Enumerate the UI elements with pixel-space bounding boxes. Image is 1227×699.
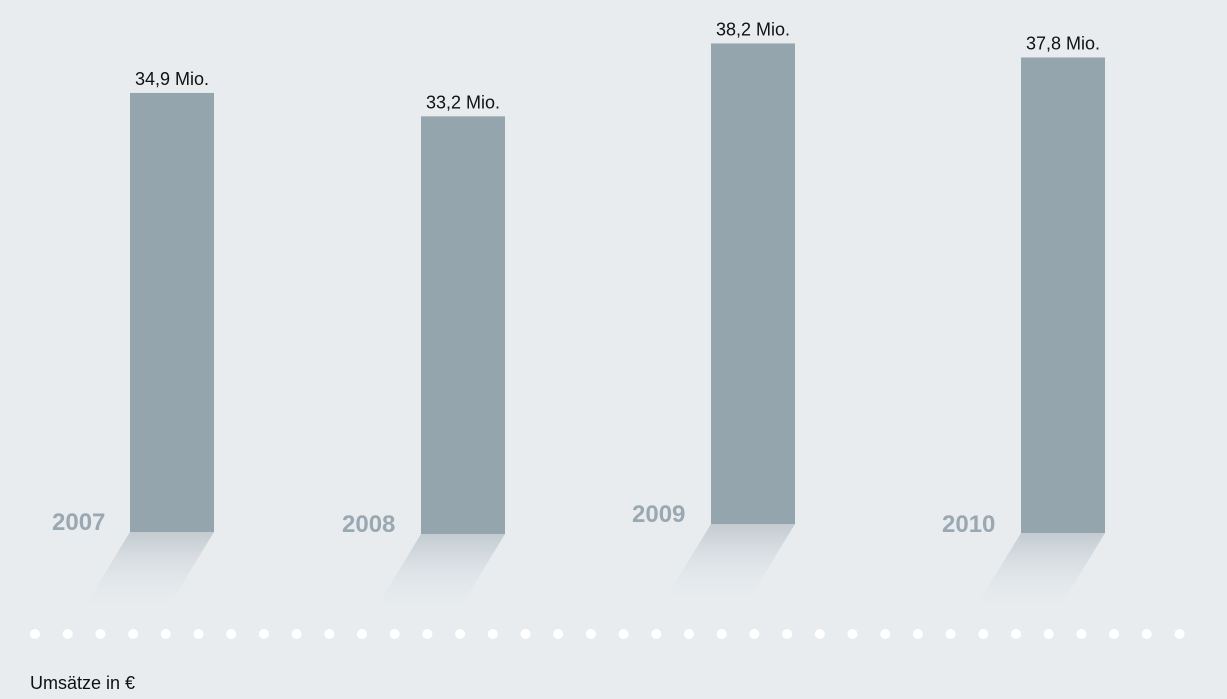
- baseline-dot: [389, 629, 400, 639]
- baseline-dot: [455, 629, 466, 639]
- value-label-2009: 38,2 Mio.: [716, 19, 790, 39]
- baseline-dot: [814, 629, 825, 639]
- bar-2010: [1021, 57, 1105, 533]
- baseline-dot: [291, 629, 302, 639]
- category-label-2007: 2007: [52, 509, 105, 536]
- baseline-dot: [226, 629, 237, 639]
- baseline-dot: [880, 629, 891, 639]
- baseline-dot: [520, 629, 531, 639]
- category-label-2009: 2009: [632, 501, 685, 528]
- bar-shadow-2008: [371, 534, 505, 616]
- baseline-dot: [585, 629, 596, 639]
- bar-shadow-2009: [661, 524, 795, 606]
- value-label-2007: 34,9 Mio.: [135, 69, 209, 89]
- baseline-dot: [160, 629, 171, 639]
- value-labels: 34,9 Mio. 33,2 Mio. 38,2 Mio. 37,8 Mio.: [135, 19, 1100, 112]
- bar-shadow-2007: [80, 532, 214, 614]
- category-label-2008: 2008: [342, 511, 395, 538]
- baseline-dot: [422, 629, 433, 639]
- bar-2008: [421, 116, 505, 535]
- baseline-dot: [618, 629, 629, 639]
- dotted-baseline: [30, 629, 1185, 639]
- baseline-dot: [1109, 629, 1120, 639]
- bars: [130, 43, 1105, 535]
- baseline-dot: [553, 629, 564, 639]
- baseline-dot: [128, 629, 139, 639]
- baseline-dot: [782, 629, 793, 639]
- bar-2007: [130, 92, 214, 532]
- baseline-dot: [1174, 629, 1185, 639]
- baseline-dot: [651, 629, 662, 639]
- baseline-dot: [684, 629, 694, 639]
- baseline-dot: [357, 629, 367, 639]
- value-label-2010: 37,8 Mio.: [1026, 33, 1100, 53]
- baseline-dot: [749, 629, 760, 639]
- bar-shadow-2010: [971, 533, 1105, 615]
- year-labels: 2007 2008 2009 2010: [52, 501, 995, 538]
- baseline-dot: [193, 629, 204, 639]
- baseline-dot: [716, 629, 727, 639]
- baseline-dot: [1076, 629, 1087, 639]
- baseline-dot: [1141, 629, 1152, 639]
- baseline-dot: [258, 629, 269, 639]
- baseline-dot: [324, 629, 335, 639]
- chart-caption: Umsätze in €: [30, 673, 136, 693]
- baseline-dot: [1011, 629, 1021, 639]
- baseline-dot: [62, 629, 73, 639]
- baseline-dot: [945, 629, 956, 639]
- category-label-2010: 2010: [942, 511, 995, 538]
- bar-2009: [711, 43, 795, 524]
- value-label-2008: 33,2 Mio.: [426, 92, 500, 112]
- baseline-dot: [95, 629, 106, 639]
- baseline-dot: [1043, 629, 1054, 639]
- baseline-dot: [912, 629, 923, 639]
- baseline-dot: [978, 629, 989, 639]
- baseline-dot: [847, 629, 858, 639]
- baseline-dot: [30, 629, 40, 639]
- bar-shadows: [80, 524, 1105, 616]
- baseline-dot: [487, 629, 498, 639]
